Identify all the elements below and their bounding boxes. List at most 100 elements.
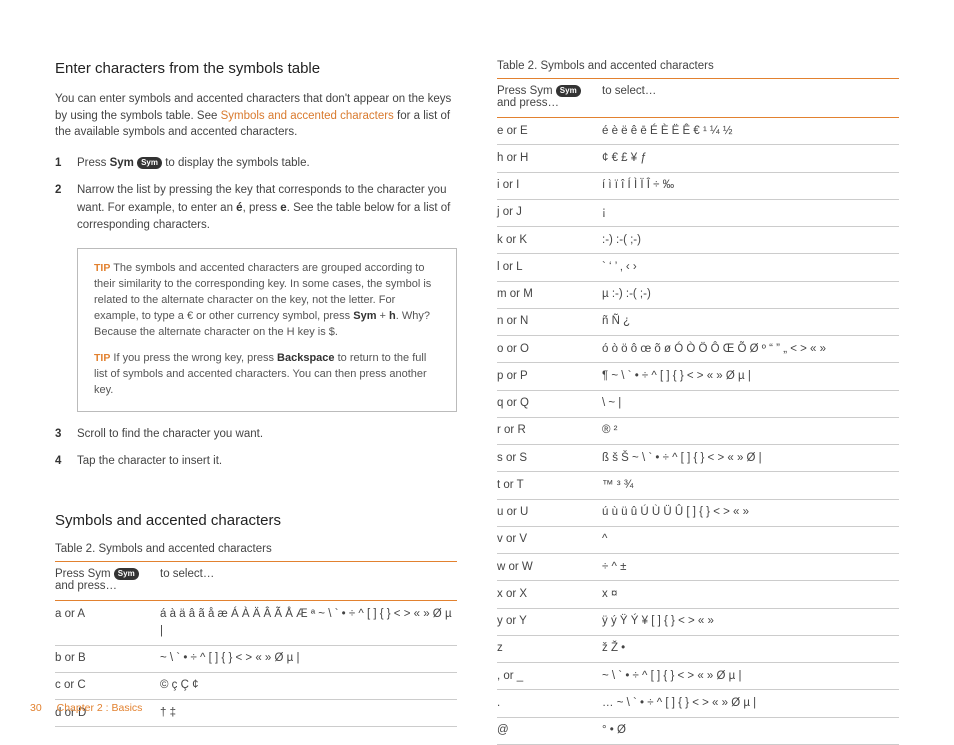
table-row: n or Nñ Ñ ¿ [497, 308, 899, 335]
step-3: 3 Scroll to find the character you want. [55, 426, 457, 443]
value-cell: ÿ ý Ÿ Ý ¥ [ ] { } < > « » [602, 608, 899, 635]
step-4: 4 Tap the character to insert it. [55, 453, 457, 470]
section-heading-enter: Enter characters from the symbols table [55, 60, 457, 77]
th-a: Press Sym [497, 85, 556, 97]
intro-paragraph: You can enter symbols and accented chara… [55, 91, 457, 141]
table-row: k or K:-) :-( ;-) [497, 227, 899, 254]
key-cell: i or I [497, 172, 602, 199]
tip2-a: If you press the wrong key, press [110, 352, 277, 364]
table-row: i or Ií ì ï î Í Ì Ï Î ÷ ‰ [497, 172, 899, 199]
th-b: and press… [497, 97, 559, 109]
value-cell: ß š Š ~ \ ` • ÷ ^ [ ] { } < > « » Ø | [602, 445, 899, 472]
table-row: u or Uú ù ü û Ú Ù Ü Û [ ] { } < > « » [497, 499, 899, 526]
table-row: o or Oó ò ö ô œ õ ø Ó Ò Ö Ô Œ Õ Ø º “ ” … [497, 336, 899, 363]
value-cell: ™ ³ ¾ [602, 472, 899, 499]
value-cell: \ ~ | [602, 390, 899, 417]
tip-2: TIP If you press the wrong key, press Ba… [94, 351, 440, 399]
table-row: j or J¡ [497, 199, 899, 226]
step-text: Scroll to find the character you want. [77, 426, 457, 443]
page-columns: Enter characters from the symbols table … [0, 0, 954, 745]
value-cell: © ç Ç ¢ [160, 672, 457, 699]
step1-pre: Press [77, 157, 110, 169]
tip-label: TIP [94, 262, 110, 274]
sym-key-icon: Sym [137, 157, 162, 169]
tip1-b2: h [389, 310, 396, 322]
section-heading-symbols: Symbols and accented characters [55, 512, 457, 529]
table-header-select: to select… [160, 562, 457, 601]
step2-mid: , press [243, 202, 281, 214]
table-header-key: Press Sym Sym and press… [55, 562, 160, 601]
key-cell: l or L [497, 254, 602, 281]
value-cell: ž Ž • [602, 635, 899, 662]
step-number: 3 [55, 426, 77, 443]
key-cell: p or P [497, 363, 602, 390]
step-text: Narrow the list by pressing the key that… [77, 182, 457, 234]
value-cell: … ~ \ ` • ÷ ^ [ ] { } < > « » Ø µ | [602, 690, 899, 717]
table-row: h or H¢ € £ ¥ ƒ [497, 145, 899, 172]
value-cell: ~ \ ` • ÷ ^ [ ] { } < > « » Ø µ | [160, 645, 457, 672]
step-number: 2 [55, 182, 77, 234]
table-row: e or Eé è ë ê ē É È Ë Ê € ¹ ¼ ½ [497, 118, 899, 145]
value-cell: í ì ï î Í Ì Ï Î ÷ ‰ [602, 172, 899, 199]
key-cell: w or W [497, 554, 602, 581]
step-text: Press Sym Sym to display the symbols tab… [77, 155, 457, 172]
table-header-select: to select… [602, 79, 899, 118]
value-cell: µ :-) :-( ;-) [602, 281, 899, 308]
table-header-key: Press Sym Sym and press… [497, 79, 602, 118]
value-cell: á à ä â ã å æ Á À Ä Â Ã Å Æ ª ~ \ ` • ÷ … [160, 601, 457, 646]
value-cell: ¶ ~ \ ` • ÷ ^ [ ] { } < > « » Ø µ | [602, 363, 899, 390]
table-row: , or _~ \ ` • ÷ ^ [ ] { } < > « » Ø µ | [497, 663, 899, 690]
table-row: a or Aá à ä â ã å æ Á À Ä Â Ã Å Æ ª ~ \ … [55, 601, 457, 646]
table-row: b or B~ \ ` • ÷ ^ [ ] { } < > « » Ø µ | [55, 645, 457, 672]
table-row: @° • Ø [497, 717, 899, 744]
table-caption-left: Table 2. Symbols and accented characters [55, 543, 457, 555]
table-row: t or T™ ³ ¾ [497, 472, 899, 499]
tip-box: TIP The symbols and accented characters … [77, 248, 457, 412]
step-text: Tap the character to insert it. [77, 453, 457, 470]
value-cell: ú ù ü û Ú Ù Ü Û [ ] { } < > « » [602, 499, 899, 526]
symbols-table-right: Press Sym Sym and press… to select… e or… [497, 78, 899, 745]
value-cell: ÷ ^ ± [602, 554, 899, 581]
right-column: Table 2. Symbols and accented characters… [497, 60, 899, 745]
table-row: s or Sß š Š ~ \ ` • ÷ ^ [ ] { } < > « » … [497, 445, 899, 472]
value-cell: ° • Ø [602, 717, 899, 744]
key-cell: s or S [497, 445, 602, 472]
key-cell: j or J [497, 199, 602, 226]
key-cell: a or A [55, 601, 160, 646]
value-cell: x ¤ [602, 581, 899, 608]
key-cell: u or U [497, 499, 602, 526]
left-column: Enter characters from the symbols table … [55, 60, 457, 745]
table-row: y or Yÿ ý Ÿ Ý ¥ [ ] { } < > « » [497, 608, 899, 635]
value-cell: ^ [602, 526, 899, 553]
key-cell: c or C [55, 672, 160, 699]
chapter-label: Chapter 2 : Basics [57, 702, 143, 714]
key-cell: @ [497, 717, 602, 744]
tip-1: TIP The symbols and accented characters … [94, 261, 440, 341]
value-cell: † ‡ [160, 700, 457, 727]
table-row: p or P¶ ~ \ ` • ÷ ^ [ ] { } < > « » Ø µ … [497, 363, 899, 390]
table-row: r or R® ² [497, 417, 899, 444]
sym-key-icon: Sym [114, 568, 139, 580]
step-1: 1 Press Sym Sym to display the symbols t… [55, 155, 457, 172]
step-number: 4 [55, 453, 77, 470]
key-cell: r or R [497, 417, 602, 444]
key-cell: h or H [497, 145, 602, 172]
key-cell: z [497, 635, 602, 662]
value-cell: ¡ [602, 199, 899, 226]
key-cell: o or O [497, 336, 602, 363]
page-footer: 30 Chapter 2 : Basics [30, 702, 142, 714]
step1-post: to display the symbols table. [162, 157, 310, 169]
tip2-b: Backspace [277, 352, 335, 364]
value-cell: ó ò ö ô œ õ ø Ó Ò Ö Ô Œ Õ Ø º “ ” „ < > … [602, 336, 899, 363]
intro-link[interactable]: Symbols and accented characters [221, 110, 394, 122]
table-row: zž Ž • [497, 635, 899, 662]
tip1-b1: Sym [353, 310, 376, 322]
table-row: v or V^ [497, 526, 899, 553]
value-cell: :-) :-( ;-) [602, 227, 899, 254]
table-row: w or W÷ ^ ± [497, 554, 899, 581]
value-cell: é è ë ê ē É È Ë Ê € ¹ ¼ ½ [602, 118, 899, 145]
th-a: Press Sym [55, 568, 114, 580]
key-cell: x or X [497, 581, 602, 608]
value-cell: ¢ € £ ¥ ƒ [602, 145, 899, 172]
value-cell: ~ \ ` • ÷ ^ [ ] { } < > « » Ø µ | [602, 663, 899, 690]
